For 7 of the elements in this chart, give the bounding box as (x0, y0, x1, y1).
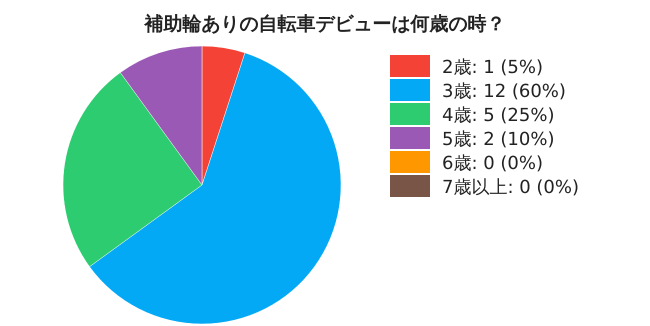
legend-label: 4歳: 5 (25%) (442, 105, 554, 126)
legend-label: 3歳: 12 (60%) (442, 81, 566, 102)
legend-label: 6歳: 0 (0%) (442, 153, 544, 174)
legend-label: 2歳: 1 (5%) (442, 57, 544, 78)
legend-label: 7歳以上: 0 (0%) (442, 177, 580, 198)
legend-label: 5歳: 2 (10%) (442, 129, 554, 150)
chart-title: 補助輪ありの自転車デビューは何歳の時？ (144, 13, 506, 35)
